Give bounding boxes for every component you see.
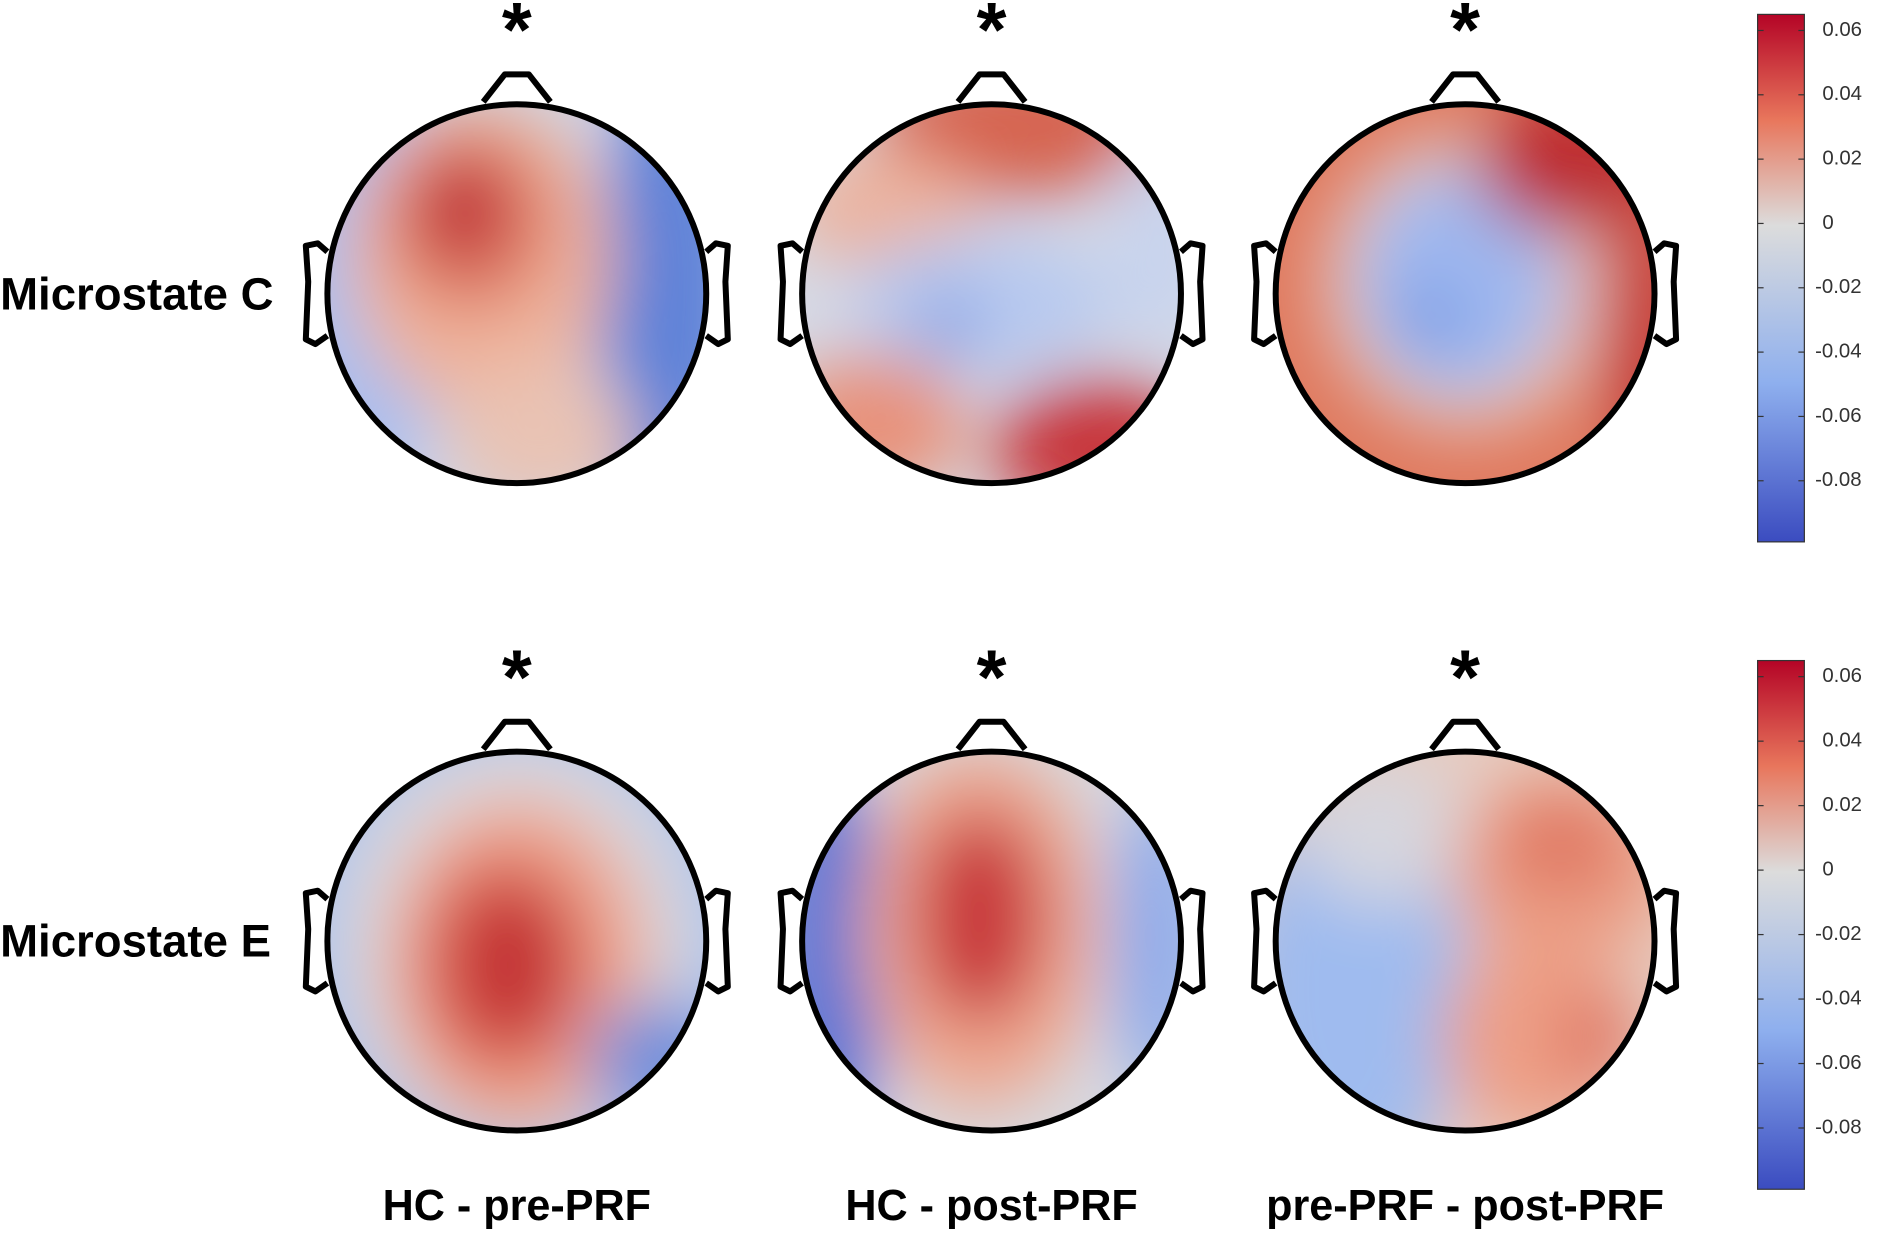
significance-marker: * xyxy=(977,636,1007,721)
ear xyxy=(1251,240,1278,348)
ear xyxy=(704,240,731,348)
scalp-blob xyxy=(847,233,1112,378)
significance-marker: * xyxy=(502,0,532,73)
colorbar-tick-label: -0.08 xyxy=(1815,1116,1861,1138)
ear xyxy=(1251,887,1278,995)
colorbar-tick-label: 0.04 xyxy=(1822,83,1862,105)
colorbar-tick-label: -0.04 xyxy=(1815,340,1861,362)
column-label: HC - post-PRF xyxy=(845,1182,1137,1230)
head-outline xyxy=(1272,101,1658,487)
colorbar xyxy=(1757,13,1805,543)
head-outline xyxy=(1272,748,1658,1134)
ear xyxy=(302,240,330,348)
ear xyxy=(1652,240,1680,348)
scalp-map xyxy=(1275,751,1655,1131)
colorbar-tick-label: -0.08 xyxy=(1815,469,1861,491)
scalp-map xyxy=(1275,104,1655,484)
scalp-map xyxy=(802,104,1181,484)
column-label: HC - pre-PRF xyxy=(383,1182,651,1230)
scalp-blob xyxy=(462,893,559,1037)
significance-marker: * xyxy=(1450,0,1480,73)
head-outline xyxy=(324,101,710,487)
nose xyxy=(1429,718,1502,752)
scalp-blob xyxy=(1111,137,1181,354)
colorbar-tick-label: -0.04 xyxy=(1815,987,1861,1009)
colorbar-tick-label: -0.06 xyxy=(1815,405,1861,427)
colorbar-tick-label: 0.04 xyxy=(1822,730,1862,752)
row-label: Microstate E xyxy=(0,916,271,967)
scalp-blobs xyxy=(802,751,1181,1131)
colorbar-tick-label: 0.06 xyxy=(1822,19,1862,41)
scalp-blob xyxy=(600,104,707,484)
colorbar-tick-label: -0.02 xyxy=(1815,923,1861,945)
head-outline xyxy=(799,101,1184,487)
colorbar-tick-label: 0 xyxy=(1822,858,1833,880)
colorbar xyxy=(1757,659,1805,1190)
scalp-blob xyxy=(871,104,1160,198)
colorbar-tick-label: 0.06 xyxy=(1822,665,1862,687)
scalp-blobs xyxy=(1321,104,1655,462)
head-outline xyxy=(799,748,1184,1134)
column-label: pre-PRF - post-PRF xyxy=(1266,1182,1664,1230)
nose xyxy=(480,718,553,752)
nose xyxy=(1429,71,1502,104)
ear xyxy=(704,887,731,995)
scalp-blob xyxy=(1393,281,1466,354)
significance-marker: * xyxy=(502,636,532,721)
ear xyxy=(302,887,330,995)
ear xyxy=(1178,887,1206,995)
scalp-blob xyxy=(1501,797,1621,894)
ear xyxy=(777,887,805,995)
scalp-blob xyxy=(919,293,980,354)
nose xyxy=(480,71,553,104)
ear xyxy=(777,240,805,348)
scalp-blob xyxy=(1561,989,1633,1085)
row-label: Microstate C xyxy=(0,268,273,319)
significance-marker: * xyxy=(1450,636,1480,721)
head-outline xyxy=(324,748,710,1134)
scalp-blob xyxy=(1596,197,1655,462)
colorbar-tick-label: 0.02 xyxy=(1822,794,1862,816)
scalp-blob xyxy=(1111,785,1181,1097)
scalp-blob xyxy=(414,155,511,264)
scalp-blob xyxy=(444,365,637,484)
ear xyxy=(1178,240,1206,348)
colorbar-tick-label: -0.02 xyxy=(1815,276,1861,298)
ear xyxy=(1652,887,1680,995)
colorbar-tick-label: -0.06 xyxy=(1815,1052,1861,1074)
nose xyxy=(955,718,1028,752)
colorbar-tick-label: 0.02 xyxy=(1822,148,1862,170)
nose xyxy=(955,71,1028,104)
significance-marker: * xyxy=(977,0,1007,73)
colorbar-tick-label: 0 xyxy=(1822,212,1833,234)
scalp-blob xyxy=(1297,761,1466,906)
scalp-map xyxy=(802,751,1181,1131)
scalp-blob xyxy=(913,809,1046,1026)
